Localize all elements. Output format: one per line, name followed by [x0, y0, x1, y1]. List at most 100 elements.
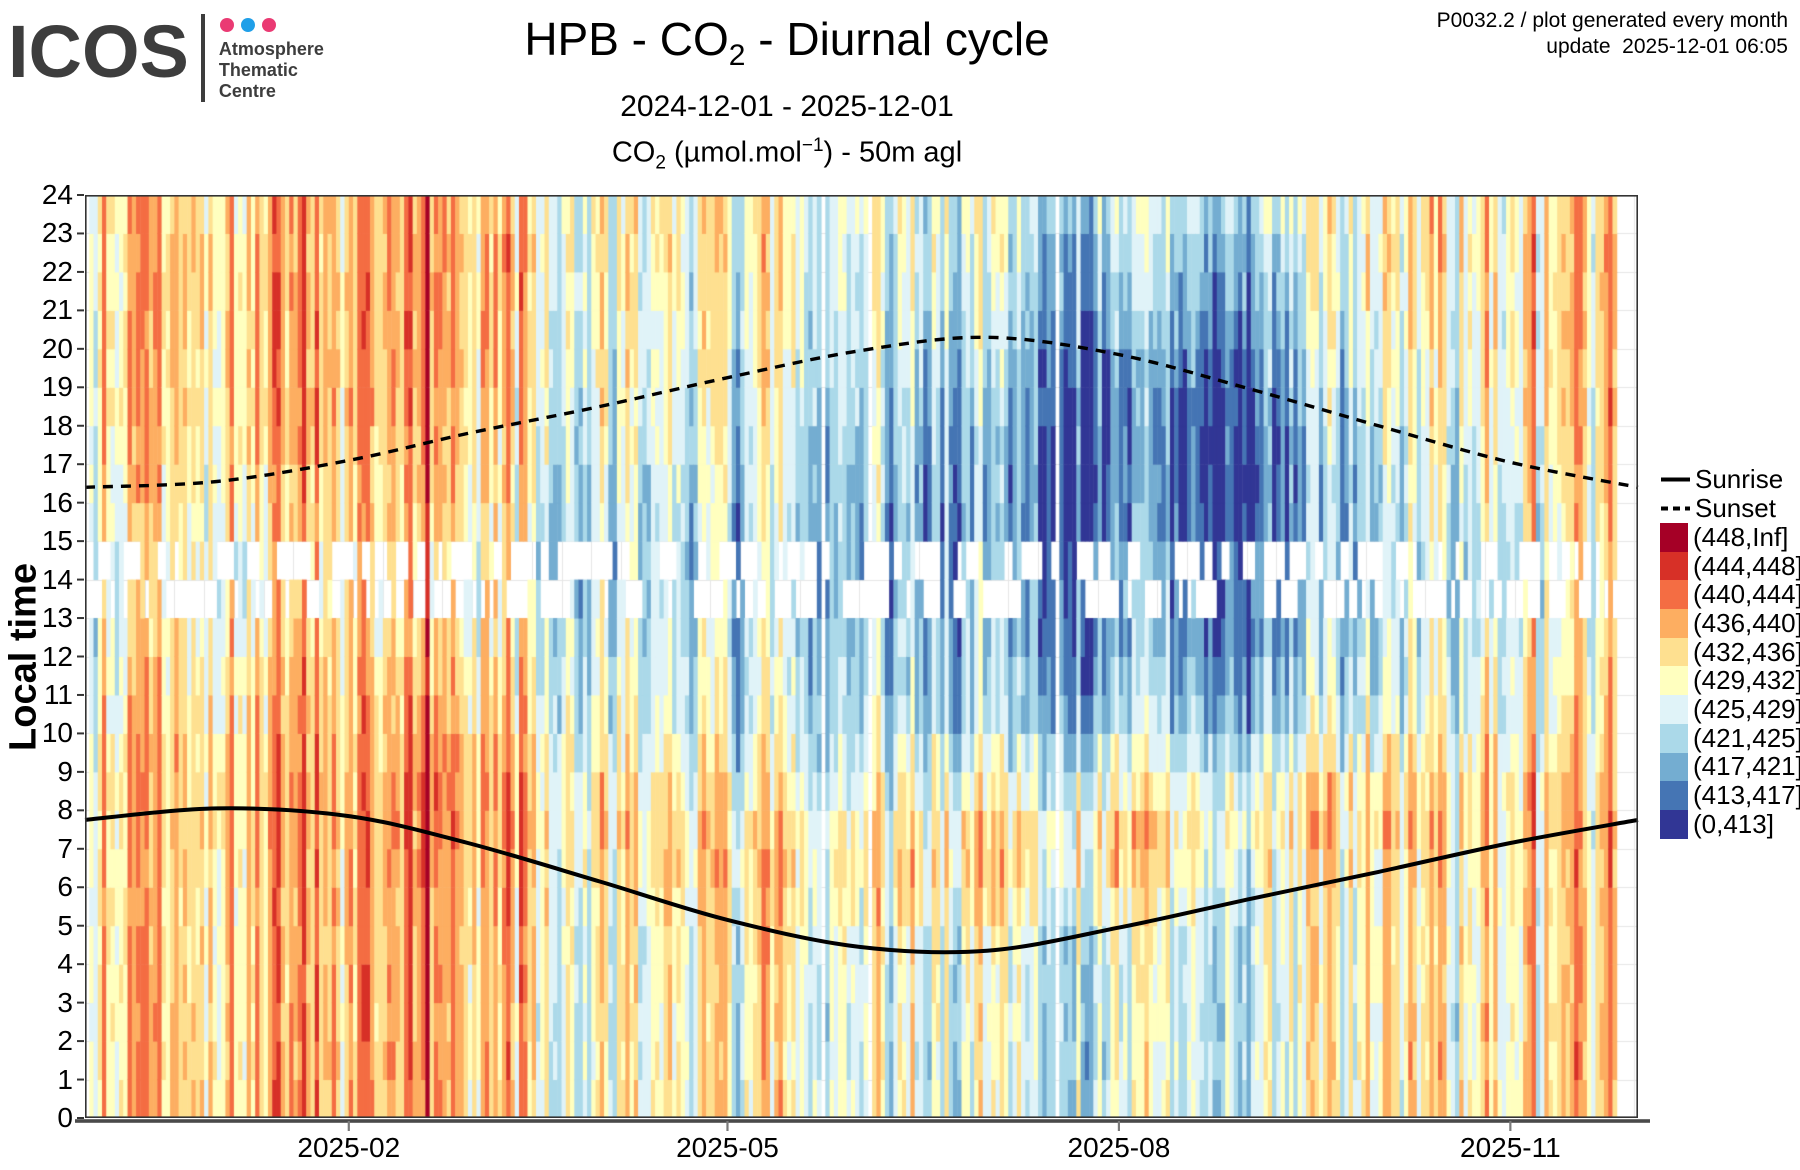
co2-heatmap-canvas	[85, 195, 1638, 1118]
y-tick-label: 11	[43, 678, 73, 710]
y-tick-label: 14	[41, 563, 73, 595]
units-text: ) - 50m agl	[823, 136, 963, 169]
legend-bin-label: (448,Inf]	[1693, 521, 1789, 552]
y-tick-label: 12	[41, 640, 73, 672]
legend-swatch	[1660, 523, 1688, 552]
title-subscript: 2	[728, 39, 746, 73]
x-tick-label: 2025-08	[1067, 1132, 1171, 1163]
legend-bin: (421,425]	[1660, 722, 1800, 753]
sunrise-curve	[84, 806, 1639, 955]
x-axis-line	[75, 1119, 1650, 1123]
y-tick-label: 24	[41, 179, 73, 210]
legend-bin-label: (436,440]	[1693, 607, 1800, 638]
y-tick-label: 21	[41, 294, 73, 326]
y-tick-label: 1	[57, 1063, 73, 1095]
legend-bin-label: (444,448]	[1693, 550, 1800, 581]
plot-units: CO2 (µmol.mol−1) - 50m agl	[87, 135, 1487, 174]
y-tick-label: 20	[41, 332, 73, 364]
legend-swatch	[1660, 723, 1688, 753]
legend-sunrise-entry: Sunrise	[1660, 464, 1800, 494]
legend-bin: (432,436]	[1660, 636, 1800, 667]
heatmap-plot-area: 0 1 2 3 4 5 6 7 8 9 10 11 12 13 14 15 16 17 18 19 20 21 22 23 24…	[42, 180, 1650, 1163]
legend-swatch	[1660, 609, 1688, 638]
legend-bin: (425,429]	[1660, 693, 1800, 724]
legend-sunrise-label: Sunrise	[1695, 464, 1784, 494]
y-tick-label: 8	[57, 794, 73, 826]
sunset-line-icon	[1661, 506, 1690, 511]
plot-overlay	[75, 194, 1650, 1131]
y-tick-label: 16	[41, 486, 73, 518]
units-subscript: 2	[655, 152, 666, 174]
legend-swatch	[1660, 752, 1688, 782]
legend-bin: (440,444]	[1660, 579, 1800, 610]
units-superscript: −1	[801, 135, 824, 157]
legend: Sunrise Sunset (448,Inf] (444,448] (440,44…	[1660, 464, 1800, 839]
logo-divider	[200, 14, 205, 102]
legend-swatch	[1660, 809, 1688, 839]
legend-swatch	[1660, 695, 1688, 724]
legend-bin-label: (0,413]	[1693, 808, 1774, 839]
y-tick-label: 0	[57, 1102, 73, 1133]
legend-bin: (448,Inf]	[1660, 521, 1800, 552]
legend-swatch	[1660, 781, 1688, 810]
legend-bin-label: (440,444]	[1693, 579, 1800, 610]
logo-atc-block: Atmosphere Thematic Centre	[219, 10, 324, 102]
sunset-curve	[84, 335, 1639, 489]
y-tick-label: 17	[41, 448, 73, 480]
legend-bin: (0,413]	[1660, 808, 1800, 839]
y-tick-label: 4	[57, 948, 73, 980]
icos-logo: ICOS Atmosphere Thematic Centre	[8, 10, 324, 102]
sunrise-line-icon	[1661, 477, 1690, 482]
y-tick-label: 22	[41, 255, 73, 287]
x-tick-label: 2025-11	[1460, 1132, 1561, 1163]
title-text: - Diurnal cycle	[745, 13, 1050, 65]
plot-title: HPB - CO2 - Diurnal cycle	[87, 12, 1487, 73]
legend-swatch	[1660, 666, 1688, 696]
y-tick-label: 10	[41, 717, 73, 749]
logo-dot-icon	[261, 18, 276, 32]
legend-bin: (417,421]	[1660, 751, 1800, 782]
y-tick-label: 23	[41, 217, 73, 249]
legend-bin-label: (429,432]	[1693, 665, 1800, 696]
legend-bin: (413,417]	[1660, 780, 1800, 811]
legend-color-bins: (448,Inf] (444,448] (440,444] (436,440] (432…	[1660, 521, 1800, 839]
x-tick-labels: 2025-02 2025-05 2025-08 2025-11	[85, 1118, 1638, 1168]
legend-swatch	[1660, 551, 1688, 581]
info-line: P0032.2 / plot generated every month	[1436, 9, 1788, 32]
y-tick-label: 18	[41, 409, 73, 441]
legend-bin-label: (432,436]	[1693, 636, 1800, 667]
logo-dots	[219, 18, 324, 32]
logo-dot-icon	[240, 18, 255, 32]
y-tick-labels: 0 1 2 3 4 5 6 7 8 9 10 11 12 13 14 15 16 17 18 19 20 21 22 23 24	[0, 180, 73, 1133]
icos-wordmark: ICOS	[8, 10, 189, 93]
plot-border	[85, 195, 1639, 1119]
legend-bin: (436,440]	[1660, 607, 1800, 638]
x-tick-label: 2025-05	[676, 1132, 779, 1163]
legend-bin-label: (425,429]	[1693, 693, 1800, 724]
logo-dot-icon	[219, 18, 234, 32]
atc-line: Atmosphere	[218, 39, 324, 59]
atc-line: Centre	[218, 81, 276, 101]
title-text: HPB - CO	[524, 13, 729, 65]
y-tick-label: 13	[41, 602, 73, 634]
legend-bin: (429,432]	[1660, 665, 1800, 696]
y-tick-label: 6	[57, 871, 73, 903]
legend-bin-label: (413,417]	[1693, 780, 1800, 811]
y-tick-label: 7	[57, 832, 73, 864]
y-tick-label: 2	[57, 1025, 73, 1057]
legend-swatch	[1660, 637, 1688, 667]
plot-generation-info: P0032.2 / plot generated every month upd…	[1437, 8, 1788, 60]
y-tick-label: 15	[41, 525, 73, 557]
y-tick-label: 9	[57, 755, 73, 787]
y-tick-label: 5	[57, 909, 73, 941]
atc-line: Thematic	[218, 60, 298, 80]
y-tick-label: 3	[57, 986, 73, 1018]
legend-sunset-label: Sunset	[1695, 493, 1776, 523]
y-tick-label: 19	[41, 371, 73, 403]
legend-bin-label: (421,425]	[1693, 722, 1800, 753]
legend-bin-label: (417,421]	[1693, 751, 1800, 782]
units-text: (µmol.mol	[665, 136, 802, 169]
units-text: CO	[611, 136, 656, 169]
info-line: update 2025-12-01 06:05	[1546, 35, 1788, 58]
